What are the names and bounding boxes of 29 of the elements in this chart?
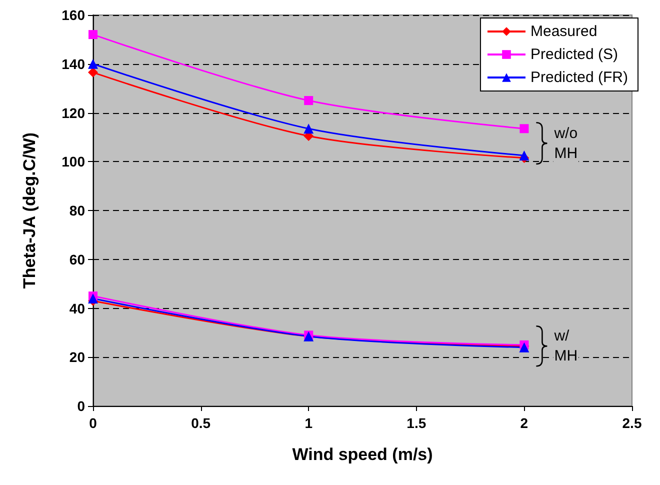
- y-axis-title: Theta-JA (deg.C/W): [20, 132, 39, 289]
- y-tick-label: 80: [69, 202, 86, 218]
- y-tick-label: 160: [62, 7, 86, 23]
- x-tick-label: 1: [304, 415, 313, 431]
- point: [88, 293, 98, 304]
- legend-label: Predicted (FR): [530, 69, 628, 86]
- point: [88, 67, 98, 78]
- annotation: w/ MH: [553, 328, 578, 365]
- x-tick-label: 0.5: [191, 415, 211, 431]
- x-tick-label: 0: [89, 415, 98, 431]
- point: [304, 96, 314, 106]
- x-tick-label: 1.5: [406, 415, 426, 431]
- point: [88, 30, 98, 40]
- x-tick-label: 2: [520, 415, 528, 431]
- point: [520, 124, 529, 134]
- x-tick-label: 2.5: [622, 415, 642, 431]
- legend-label: Measured: [530, 23, 598, 40]
- y-tick-label: 140: [62, 56, 86, 72]
- annotation: w/o MH: [553, 124, 578, 162]
- y-tick-label: 100: [62, 154, 86, 170]
- y-tick-label: 0: [77, 398, 86, 414]
- y-tick-label: 40: [69, 300, 86, 316]
- point: [304, 124, 314, 134]
- y-tick-label: 60: [69, 251, 86, 268]
- y-tick-label: 20: [69, 349, 86, 366]
- y-tick-label: 120: [62, 104, 86, 121]
- point: [88, 58, 98, 69]
- legend-label: Predicted (S): [530, 46, 618, 63]
- x-axis-title: Wind speed (m/s): [292, 445, 433, 464]
